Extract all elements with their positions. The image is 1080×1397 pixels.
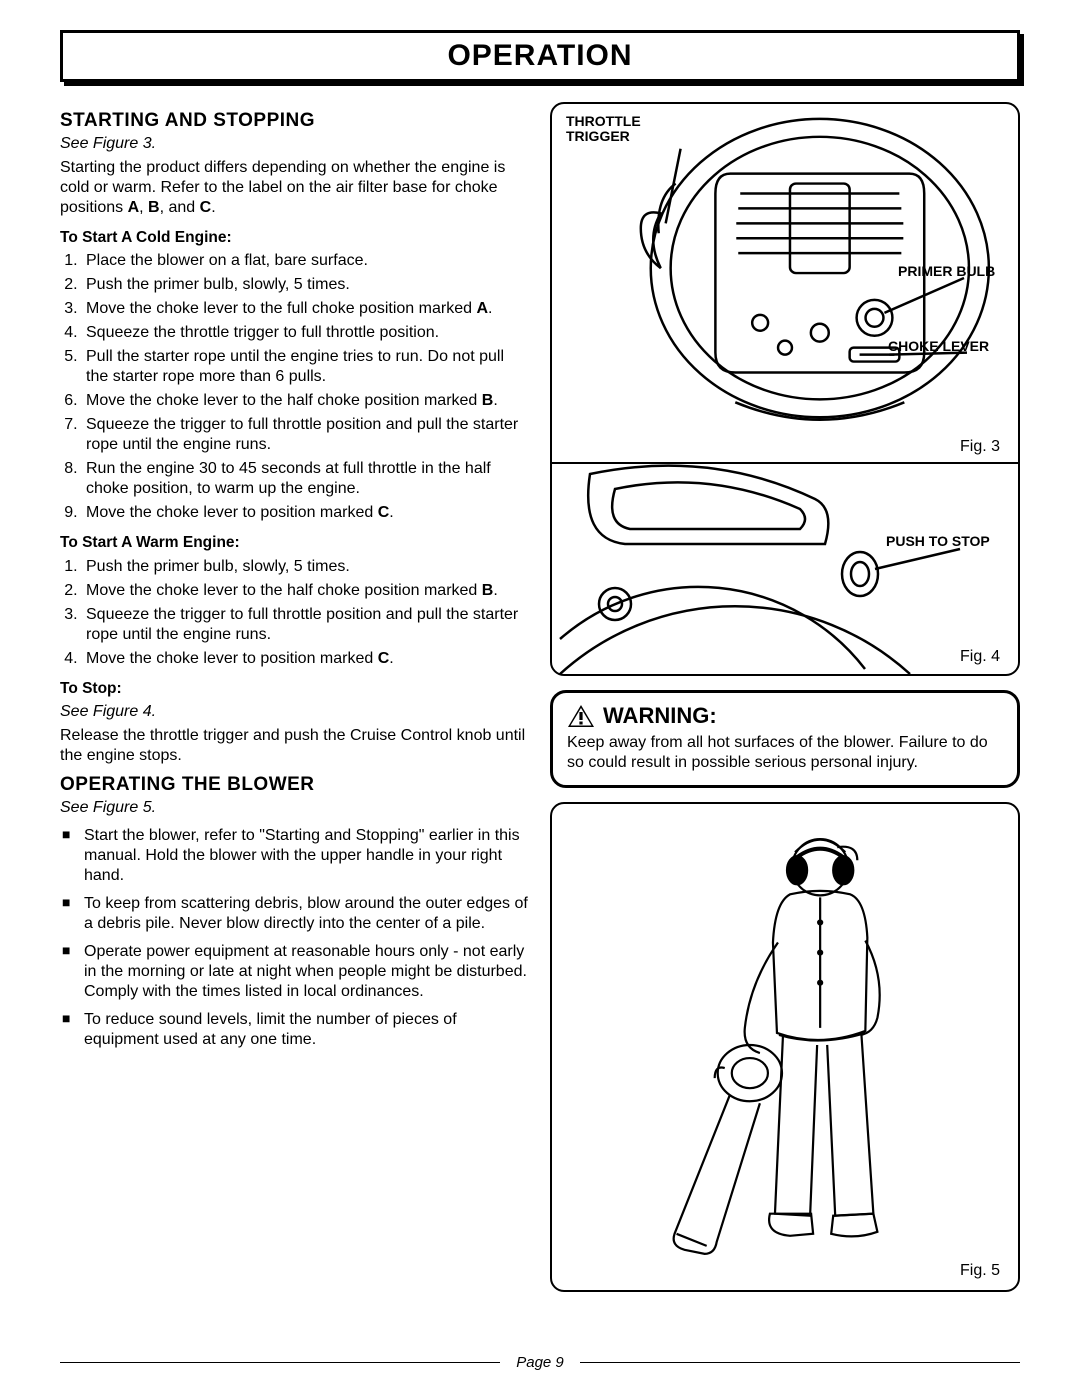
heading-starting-stopping: STARTING AND STOPPING (60, 110, 530, 132)
step: Move the choke lever to position marked … (82, 649, 530, 669)
figure-3-panel: THROTTLE TRIGGER PRIMER BULB CHOKE LEVER… (552, 104, 1018, 464)
engine-diagram (552, 104, 1018, 462)
operator-diagram (560, 812, 1010, 1284)
intro-abc: A (128, 199, 140, 216)
stop-diagram (552, 464, 1018, 674)
bullet: Operate power equipment at reasonable ho… (60, 942, 530, 1002)
label-choke-lever: CHOKE LEVER (888, 339, 1008, 354)
step: Move the choke lever to the half choke p… (82, 391, 530, 411)
page-title: OPERATION (63, 39, 1017, 73)
step: Move the choke lever to the half choke p… (82, 581, 530, 601)
figure-4-caption: Fig. 4 (960, 648, 1000, 666)
intro-paragraph: Starting the product differs depending o… (60, 158, 530, 218)
figure-5-caption: Fig. 5 (960, 1262, 1000, 1280)
cold-engine-steps: Place the blower on a flat, bare surface… (60, 251, 530, 523)
bullet: Start the blower, refer to "Starting and… (60, 826, 530, 886)
step: Run the engine 30 to 45 seconds at full … (82, 459, 530, 499)
step: Push the primer bulb, slowly, 5 times. (82, 557, 530, 577)
step: Pull the starter rope until the engine t… (82, 347, 530, 387)
warning-box: WARNING: Keep away from all hot surfaces… (550, 690, 1020, 788)
right-column: THROTTLE TRIGGER PRIMER BULB CHOKE LEVER… (550, 102, 1020, 1306)
warning-title: WARNING: (603, 703, 717, 729)
to-stop-heading: To Stop: (60, 679, 530, 698)
figure-5-box: Fig. 5 (550, 802, 1020, 1292)
warm-engine-heading: To Start A Warm Engine: (60, 533, 530, 552)
see-figure-4: See Figure 4. (60, 702, 530, 722)
see-figure-5: See Figure 5. (60, 798, 530, 818)
warm-engine-steps: Push the primer bulb, slowly, 5 times. M… (60, 557, 530, 669)
bullet: To reduce sound levels, limit the number… (60, 1010, 530, 1050)
warning-heading: WARNING: (567, 703, 1003, 729)
step: Place the blower on a flat, bare surface… (82, 251, 530, 271)
cold-engine-heading: To Start A Cold Engine: (60, 228, 530, 247)
page-footer: Page 9 (60, 1354, 1020, 1371)
label-throttle-trigger: THROTTLE TRIGGER (566, 114, 656, 145)
step: Push the primer bulb, slowly, 5 times. (82, 275, 530, 295)
see-figure-3: See Figure 3. (60, 134, 530, 154)
bullet: To keep from scattering debris, blow aro… (60, 894, 530, 934)
warning-icon (567, 704, 595, 728)
figure-3-4-box: THROTTLE TRIGGER PRIMER BULB CHOKE LEVER… (550, 102, 1020, 676)
label-push-to-stop: PUSH TO STOP (886, 534, 1006, 549)
page: OPERATION STARTING AND STOPPING See Figu… (0, 0, 1080, 1397)
columns: STARTING AND STOPPING See Figure 3. Star… (60, 102, 1020, 1306)
operating-bullets: Start the blower, refer to "Starting and… (60, 826, 530, 1050)
title-box: OPERATION (60, 30, 1020, 82)
step: Squeeze the trigger to full throttle pos… (82, 415, 530, 455)
step: Move the choke lever to the full choke p… (82, 299, 530, 319)
warning-body: Keep away from all hot surfaces of the b… (567, 733, 1003, 773)
left-column: STARTING AND STOPPING See Figure 3. Star… (60, 102, 530, 1306)
footer-rule-left (60, 1362, 500, 1364)
intro-end: . (211, 199, 215, 216)
footer-rule-right (580, 1362, 1020, 1364)
page-number: Page 9 (510, 1354, 570, 1371)
figure-4-panel: PUSH TO STOP Fig. 4 (552, 464, 1018, 674)
to-stop-body: Release the throttle trigger and push th… (60, 726, 530, 766)
heading-operating-blower: OPERATING THE BLOWER (60, 774, 530, 796)
step: Squeeze the throttle trigger to full thr… (82, 323, 530, 343)
figure-3-caption: Fig. 3 (960, 438, 1000, 456)
label-primer-bulb: PRIMER BULB (898, 264, 1008, 279)
step: Squeeze the trigger to full throttle pos… (82, 605, 530, 645)
step: Move the choke lever to position marked … (82, 503, 530, 523)
